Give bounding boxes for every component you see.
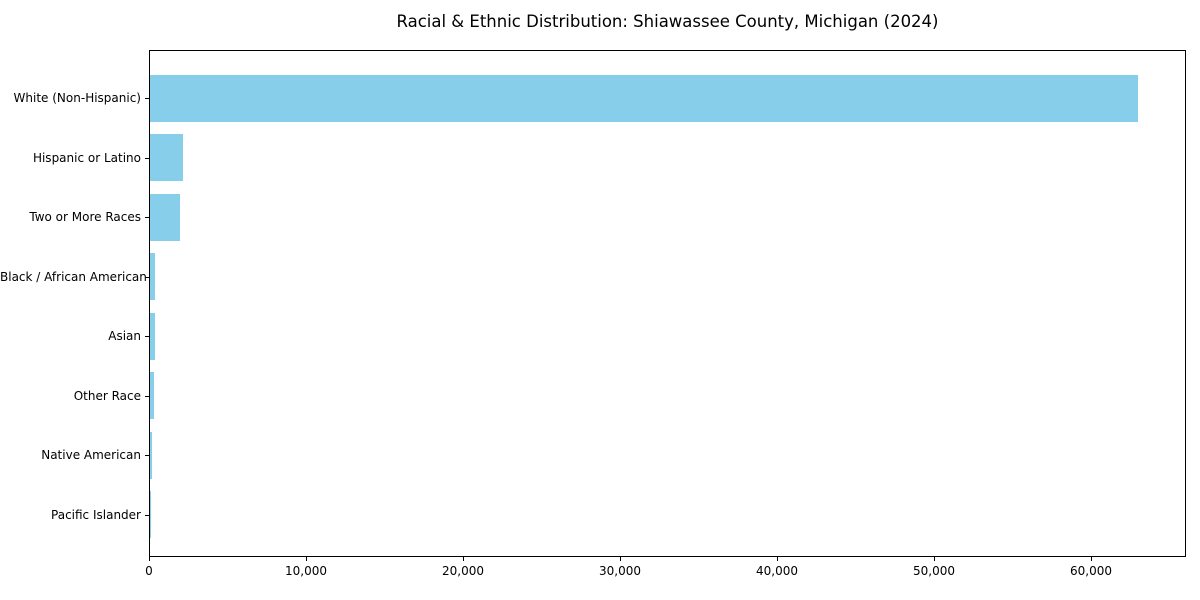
y-tick-label: Native American — [41, 448, 141, 463]
y-tick-mark — [145, 98, 149, 99]
chart-title: Racial & Ethnic Distribution: Shiawassee… — [396, 12, 939, 31]
x-tick-label: 40,000 — [756, 564, 798, 578]
y-tick-label: Hispanic or Latino — [32, 150, 141, 165]
y-tick-label: Asian — [108, 329, 141, 344]
bar — [150, 431, 152, 479]
x-tick-mark — [463, 557, 464, 561]
bar — [150, 74, 1138, 122]
y-tick-mark — [145, 217, 149, 219]
x-tick-mark — [620, 557, 621, 561]
x-tick-label: 30,000 — [599, 564, 641, 578]
x-tick-mark — [777, 557, 778, 561]
x-tick-label: 10,000 — [285, 564, 327, 578]
x-tick-mark — [306, 557, 307, 561]
y-tick-mark — [145, 336, 149, 338]
y-tick-mark — [145, 157, 149, 159]
x-tick-label: 50,000 — [913, 564, 955, 578]
x-tick-mark — [1091, 557, 1092, 561]
x-tick-label: 0 — [145, 564, 153, 578]
bar — [150, 312, 155, 360]
x-tick-label: 60,000 — [1070, 564, 1112, 578]
x-tick-mark — [934, 557, 935, 561]
y-tick-mark — [145, 395, 149, 397]
bar — [150, 372, 154, 420]
y-tick-mark — [145, 276, 149, 278]
y-tick-label: Other Race — [73, 388, 141, 403]
x-tick-mark — [149, 557, 150, 561]
plot-area — [149, 50, 1186, 557]
bar — [150, 134, 183, 182]
y-tick-label: Black / African American — [0, 269, 147, 284]
x-tick-label: 20,000 — [442, 564, 484, 578]
y-tick-label: White (Non-Hispanic) — [13, 91, 141, 105]
bar — [150, 253, 155, 301]
bar — [150, 193, 180, 241]
y-tick-mark — [145, 514, 149, 516]
y-tick-label: Two or More Races — [29, 210, 141, 225]
y-tick-label: Pacific Islander — [51, 507, 141, 522]
y-tick-mark — [145, 455, 149, 457]
